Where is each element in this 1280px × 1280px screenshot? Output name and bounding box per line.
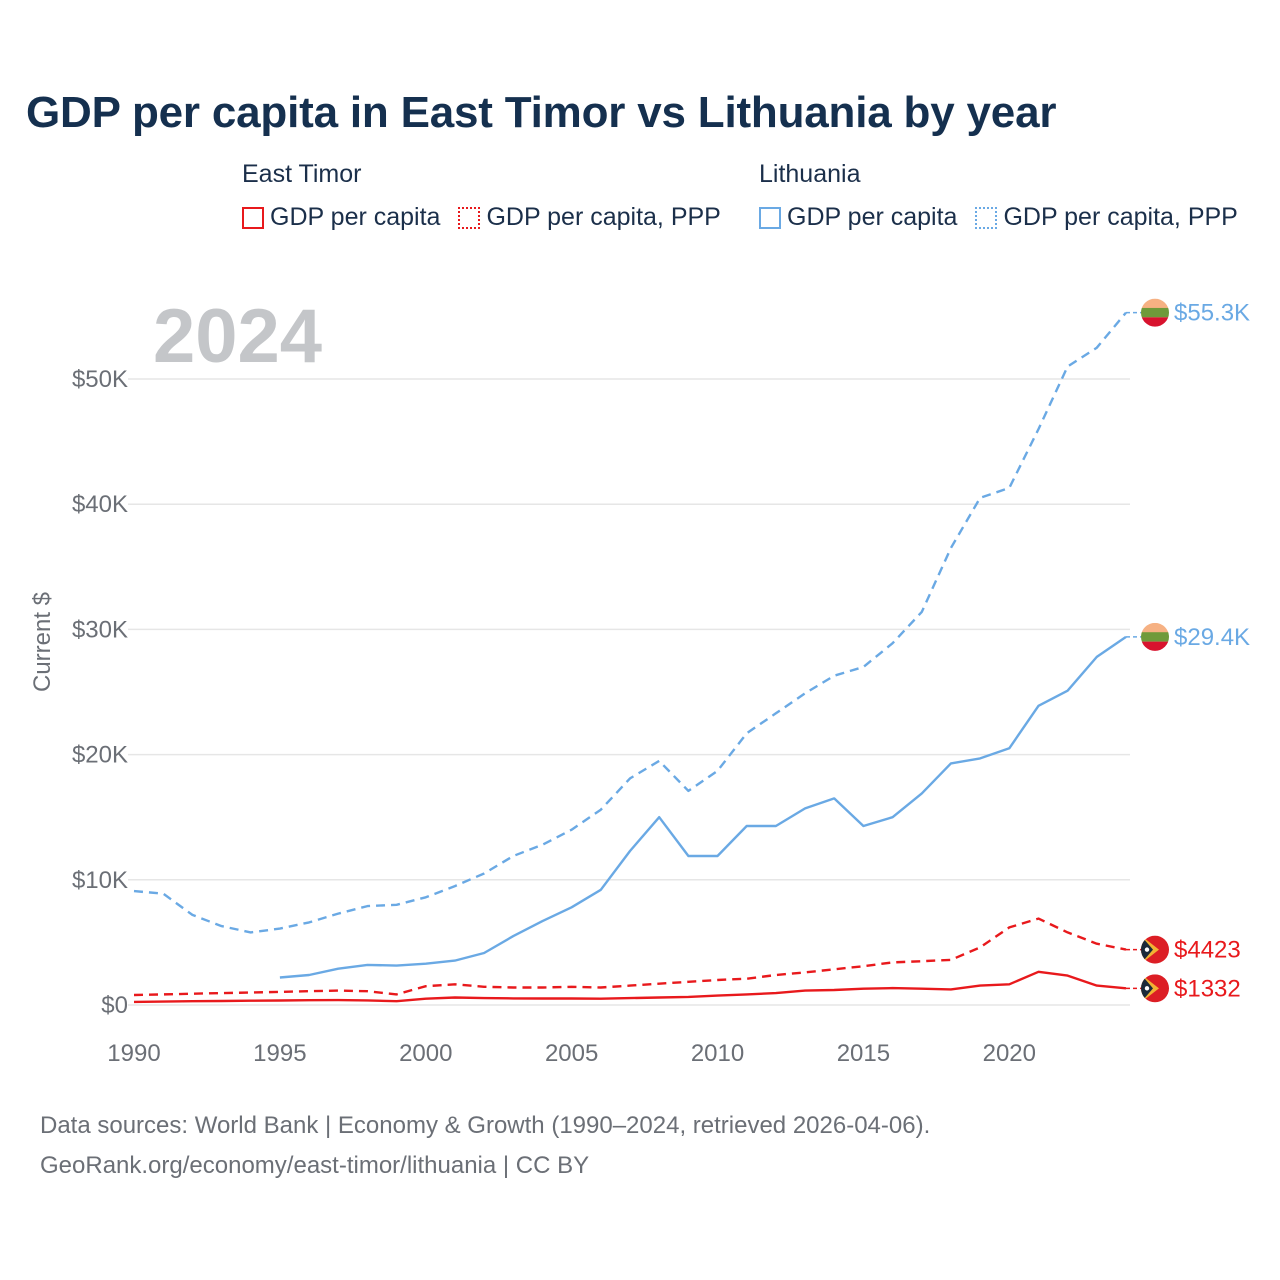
end-value-label: $29.4K [1174, 624, 1250, 651]
source-line-1: Data sources: World Bank | Economy & Gro… [40, 1112, 931, 1139]
legend-label: GDP per capita, PPP [486, 203, 721, 231]
series-line-lithuania-gdp-per-capita-ppp[interactable] [133, 311, 1127, 934]
legend-label: GDP per capita [270, 203, 441, 231]
lithuania-flag-icon [1141, 622, 1169, 651]
x-tick-label: 2005 [545, 1040, 598, 1067]
legend-item-lithuania-gdp-ppp[interactable]: GDP per capita, PPP [975, 203, 1238, 232]
legend-item-east-timor-gdp[interactable]: GDP per capita [242, 203, 440, 232]
x-tick-label: 1995 [253, 1040, 306, 1067]
east-timor-flag-icon [1141, 935, 1169, 964]
end-value-label: $4423 [1174, 937, 1241, 964]
series-line-east-timor-gdp-per-capita[interactable] [133, 970, 1127, 1004]
legend-swatch-solid-red [242, 206, 264, 229]
series-line-east-timor-gdp-per-capita-ppp[interactable] [133, 917, 1127, 997]
line-chart: 2024 $0 $10K $20K $30K $40K $50K 1990 1995 2000… [29, 294, 1250, 1067]
end-value-label: $1332 [1174, 975, 1241, 1002]
x-tick-label: 2015 [837, 1040, 890, 1067]
legend-swatch-dotted-red [458, 206, 481, 229]
legend-group-east-timor: East Timor GDP per capita GDP per capita… [242, 160, 721, 232]
y-tick-label: $10K [72, 867, 128, 894]
legend-group-title-east-timor: East Timor [242, 160, 362, 188]
y-tick-label: $30K [72, 616, 128, 643]
y-axis-label: Current $ [29, 592, 56, 692]
grid-lines [128, 378, 1130, 1006]
x-tick-label: 2010 [691, 1040, 744, 1067]
x-axis-tick-labels: 1990 1995 2000 2005 2010 2015 2020 [107, 1040, 1036, 1067]
x-tick-label: 2020 [983, 1040, 1036, 1067]
x-tick-label: 2000 [399, 1040, 452, 1067]
y-tick-label: $0 [101, 992, 128, 1019]
chart-title: GDP per capita in East Timor vs Lithuani… [26, 88, 1057, 137]
legend-item-east-timor-gdp-ppp[interactable]: GDP per capita, PPP [458, 203, 721, 232]
source-line-2[interactable]: GeoRank.org/economy/east-timor/lithuania… [40, 1152, 590, 1179]
legend-group-lithuania: Lithuania GDP per capita GDP per capita,… [759, 160, 1238, 232]
series-line-lithuania-gdp-per-capita[interactable] [279, 635, 1127, 979]
data-source-note: Data sources: World Bank | Economy & Gro… [40, 1106, 930, 1186]
legend-item-lithuania-gdp[interactable]: GDP per capita [759, 203, 957, 232]
year-watermark: 2024 [153, 294, 322, 379]
series-lines [133, 311, 1127, 1004]
x-tick-label: 1990 [107, 1040, 160, 1067]
legend-group-title-lithuania: Lithuania [759, 160, 861, 188]
legend-label: GDP per capita, PPP [1003, 203, 1238, 231]
lithuania-flag-icon [1141, 298, 1169, 327]
y-axis-tick-labels: $0 $10K $20K $30K $40K $50K [72, 366, 128, 1019]
y-tick-label: $50K [72, 366, 128, 393]
legend-swatch-solid-blue [759, 206, 781, 229]
legend-label: GDP per capita [787, 203, 958, 231]
legend-swatch-dotted-blue [975, 206, 998, 229]
y-tick-label: $20K [72, 742, 128, 769]
series-end-markers: $55.3K $29.4K $4423 $1332 [1126, 298, 1250, 1003]
y-tick-label: $40K [72, 491, 128, 518]
end-value-label: $55.3K [1174, 300, 1250, 327]
east-timor-flag-icon [1141, 974, 1169, 1003]
